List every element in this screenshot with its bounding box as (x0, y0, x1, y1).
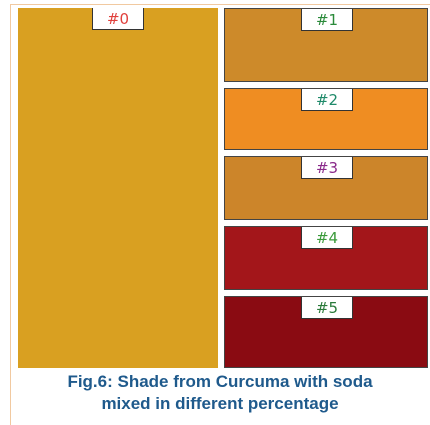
color-swatch: #0 (18, 8, 218, 368)
swatch-label: #2 (301, 89, 353, 111)
swatch-label: #1 (301, 9, 353, 31)
color-swatch: #3 (224, 156, 428, 220)
swatch-label: #4 (301, 227, 353, 249)
color-swatch: #1 (224, 8, 428, 82)
frame-line (10, 4, 430, 5)
color-swatch: #5 (224, 296, 428, 368)
caption-line: Fig.6: Shade from Curcuma with soda (67, 372, 373, 391)
swatch-label: #3 (301, 157, 353, 179)
swatch-label: #5 (301, 297, 353, 319)
frame-line (10, 4, 11, 425)
color-swatch: #2 (224, 88, 428, 150)
caption-line: mixed in different percentage (101, 394, 339, 413)
color-swatch: #4 (224, 226, 428, 290)
swatch-label: #0 (92, 8, 144, 30)
